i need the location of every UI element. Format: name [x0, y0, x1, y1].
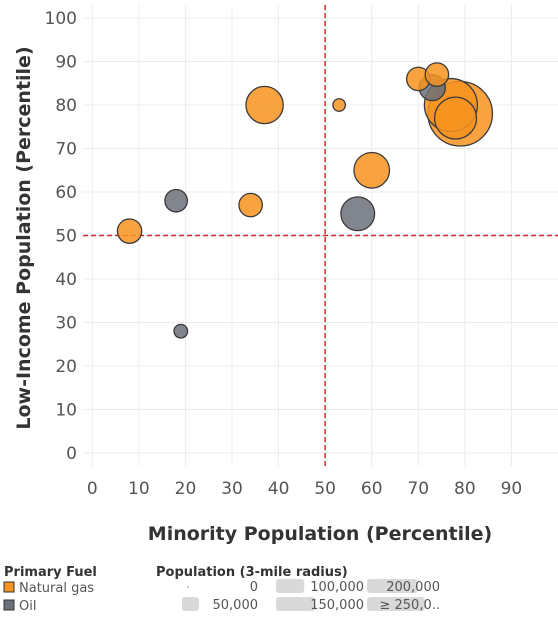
- x-tick-label: 60: [361, 479, 383, 499]
- legend-swatch: [3, 581, 15, 593]
- legend-size-label: 100,000: [310, 580, 364, 595]
- legend-size-label: 0: [250, 580, 258, 595]
- legend-size-label: 200,000: [386, 580, 440, 595]
- data-point: [424, 62, 450, 87]
- y-axis-ticks: 0 10 20 30 40 50 60 70 80 90 100: [45, 9, 77, 464]
- data-point: [116, 218, 143, 244]
- data-point: [340, 196, 376, 232]
- legend-fuel-title: Primary Fuel: [4, 565, 97, 580]
- reference-lines: [83, 5, 558, 466]
- y-tick-label: 40: [55, 270, 77, 290]
- legend-fuel-items: Natural gas Oil: [3, 581, 94, 614]
- legend-size-label: 50,000: [213, 598, 259, 613]
- data-point: [164, 188, 189, 213]
- y-tick-label: 70: [55, 140, 77, 160]
- legend-size-title: Population (3-mile radius): [156, 565, 348, 580]
- legend-size-swatch: [367, 597, 425, 611]
- x-tick-label: 0: [87, 479, 98, 499]
- x-tick-label: 80: [454, 479, 476, 499]
- y-tick-label: 100: [45, 9, 77, 29]
- legend-size-swatch: [182, 597, 200, 611]
- legend-swatch: [3, 599, 15, 611]
- y-tick-label: 30: [55, 313, 77, 333]
- x-tick-label: 40: [268, 479, 290, 499]
- legend-size-label: ≥ 250,0..: [379, 598, 440, 613]
- data-points: [116, 62, 494, 339]
- x-tick-label: 10: [128, 479, 150, 499]
- legend-size-swatch: [276, 597, 316, 611]
- data-point: [173, 323, 189, 339]
- y-tick-label: 0: [66, 444, 77, 464]
- y-tick-label: 60: [55, 183, 77, 203]
- y-axis-title: Low-Income Population (Percentile): [13, 46, 35, 429]
- data-point: [353, 151, 391, 189]
- x-tick-label: 90: [501, 479, 523, 499]
- legend-size-swatch: [187, 586, 189, 588]
- y-tick-label: 80: [55, 96, 77, 116]
- x-axis-title: Minority Population (Percentile): [148, 523, 492, 545]
- y-tick-label: 90: [55, 53, 77, 73]
- x-tick-label: 30: [221, 479, 243, 499]
- legend: Primary Fuel Population (3-mile radius) …: [3, 565, 440, 614]
- legend-label: Natural gas: [19, 581, 94, 596]
- x-tick-label: 50: [314, 479, 336, 499]
- y-tick-label: 50: [55, 227, 77, 247]
- y-tick-label: 10: [55, 400, 77, 420]
- legend-size-swatch: [276, 579, 305, 593]
- data-point: [433, 96, 478, 140]
- legend-size-swatch: [367, 579, 418, 593]
- data-point: [332, 98, 347, 112]
- data-point: [245, 85, 284, 125]
- data-point: [238, 192, 263, 218]
- y-tick-label: 20: [55, 357, 77, 377]
- legend-label: Oil: [19, 599, 36, 614]
- legend-size-label: 150,000: [310, 598, 364, 613]
- x-tick-label: 70: [407, 479, 429, 499]
- x-axis-ticks: 0 10 20 30 40 50 60 70 80 90: [87, 479, 522, 499]
- legend-size-items: 0 50,000 100,000 150,000 200,000 ≥ 250,0..: [182, 579, 440, 613]
- x-tick-label: 20: [175, 479, 197, 499]
